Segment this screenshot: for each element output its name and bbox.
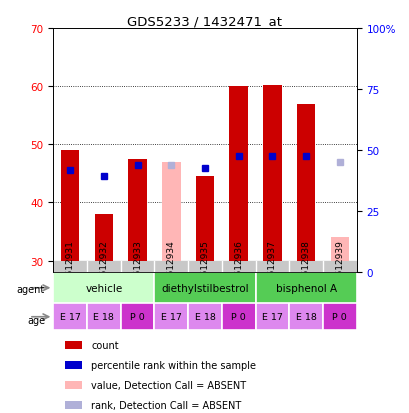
Bar [65,401,82,409]
Bar [322,304,356,330]
Bar [61,151,79,261]
Text: GSM612932: GSM612932 [99,240,108,294]
Bar [120,304,154,330]
Bar [296,104,315,261]
Text: bisphenol A: bisphenol A [275,283,336,293]
Bar [128,159,146,261]
Bar [188,261,221,273]
Text: agent: agent [17,284,45,294]
Text: age: age [27,315,45,325]
Bar [65,341,82,349]
Bar [255,273,356,304]
Text: GSM612937: GSM612937 [267,240,276,294]
Text: E 18: E 18 [194,313,215,321]
Bar [188,304,221,330]
Bar [53,304,87,330]
Text: vehicle: vehicle [85,283,122,293]
Bar [263,86,281,261]
Bar [53,273,154,304]
Bar [195,177,214,261]
Bar [154,261,188,273]
Bar [255,261,289,273]
Text: diethylstilbestrol: diethylstilbestrol [161,283,248,293]
Text: E 17: E 17 [261,313,282,321]
Title: GDS5233 / 1432471_at: GDS5233 / 1432471_at [127,15,282,28]
Text: E 18: E 18 [93,313,114,321]
Bar [65,381,82,389]
Text: E 17: E 17 [60,313,81,321]
Bar [322,261,356,273]
Text: E 17: E 17 [160,313,181,321]
Bar [154,304,188,330]
Bar [221,304,255,330]
Bar [255,304,289,330]
Bar [154,273,255,304]
Bar [120,261,154,273]
Bar [94,215,113,261]
Text: GSM612931: GSM612931 [65,240,74,294]
Bar [53,261,87,273]
Text: rank, Detection Call = ABSENT: rank, Detection Call = ABSENT [91,400,241,410]
Text: GSM612938: GSM612938 [301,240,310,294]
Bar [289,261,322,273]
Text: value, Detection Call = ABSENT: value, Detection Call = ABSENT [91,380,246,390]
Bar [87,304,120,330]
Text: count: count [91,340,119,350]
Text: percentile rank within the sample: percentile rank within the sample [91,360,256,370]
Bar [289,304,322,330]
Bar [330,238,348,261]
Bar [221,261,255,273]
Text: GSM612935: GSM612935 [200,240,209,294]
Bar [65,361,82,369]
Text: GSM612936: GSM612936 [234,240,243,294]
Text: P 0: P 0 [231,313,245,321]
Bar [87,261,120,273]
Bar [229,87,247,261]
Text: GSM612934: GSM612934 [166,240,175,294]
Text: GSM612939: GSM612939 [335,240,344,294]
Text: P 0: P 0 [332,313,346,321]
Text: P 0: P 0 [130,313,145,321]
Text: GSM612933: GSM612933 [133,240,142,294]
Text: E 18: E 18 [295,313,316,321]
Bar [162,162,180,261]
